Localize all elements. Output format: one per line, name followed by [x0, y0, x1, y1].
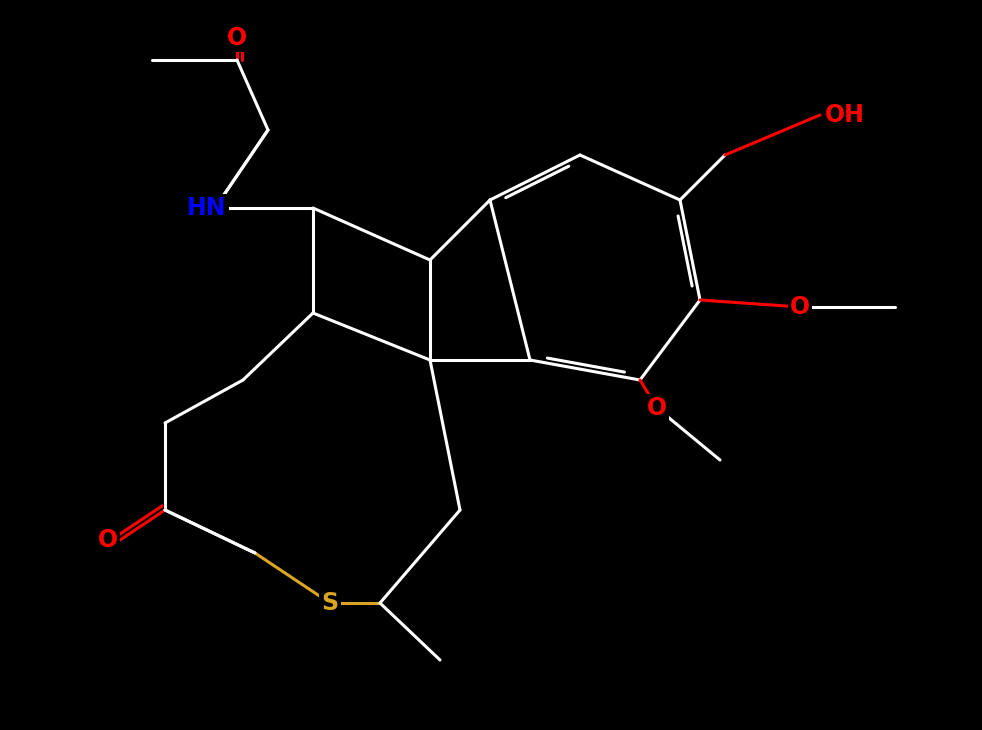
Text: OH: OH — [825, 103, 865, 127]
Text: HN: HN — [188, 196, 227, 220]
Text: O: O — [647, 396, 667, 420]
Text: S: S — [321, 591, 339, 615]
Text: O: O — [98, 528, 118, 552]
Text: O: O — [227, 26, 247, 50]
Text: O: O — [790, 295, 810, 319]
